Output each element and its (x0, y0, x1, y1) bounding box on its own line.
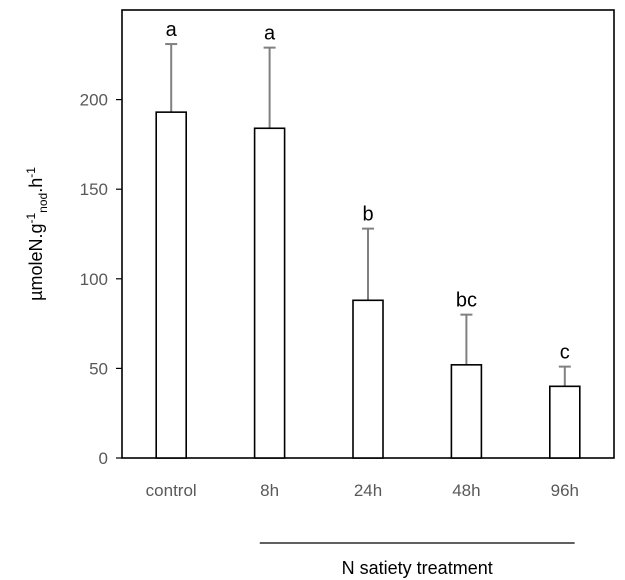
bar (352, 299, 384, 459)
y-tick-label: 200 (80, 91, 108, 110)
y-tick-label: 100 (80, 270, 108, 289)
x-tick-label: 8h (260, 481, 279, 500)
significance-letter: bc (456, 290, 477, 312)
y-tick-label: 50 (89, 359, 108, 378)
significance-letter: a (264, 23, 276, 45)
y-title-base: µmoleN.g (26, 223, 46, 300)
x-tick-label: 48h (452, 481, 480, 500)
y-title-sup: -1 (24, 167, 38, 178)
y-axis-ticks: 0 50 100 150 200 (80, 91, 122, 468)
y-tick-label: 0 (99, 449, 108, 468)
bars: a a b bc c (155, 19, 581, 459)
significance-letter: a (166, 19, 178, 41)
group-bracket-label: N satiety treatment (342, 558, 493, 578)
bar (548, 385, 581, 459)
significance-letter: b (362, 204, 373, 226)
x-tick-label: control (146, 481, 197, 500)
x-tick-label: 24h (354, 481, 382, 500)
x-axis-ticks: control 8h 24h 48h 96h (146, 481, 579, 500)
y-title-mid: .h (26, 178, 46, 193)
y-title-sup: -1 (24, 212, 38, 223)
y-title-sub: nod (36, 193, 50, 213)
significance-letter: c (560, 342, 570, 364)
bar (155, 111, 187, 459)
group-bracket: N satiety treatment (259, 542, 575, 578)
y-axis-title: µmoleN.g-1nod.h-1 (24, 167, 50, 301)
bar (253, 127, 286, 459)
bar (450, 364, 483, 459)
y-tick-label: 150 (80, 180, 108, 199)
x-tick-label: 96h (551, 481, 579, 500)
